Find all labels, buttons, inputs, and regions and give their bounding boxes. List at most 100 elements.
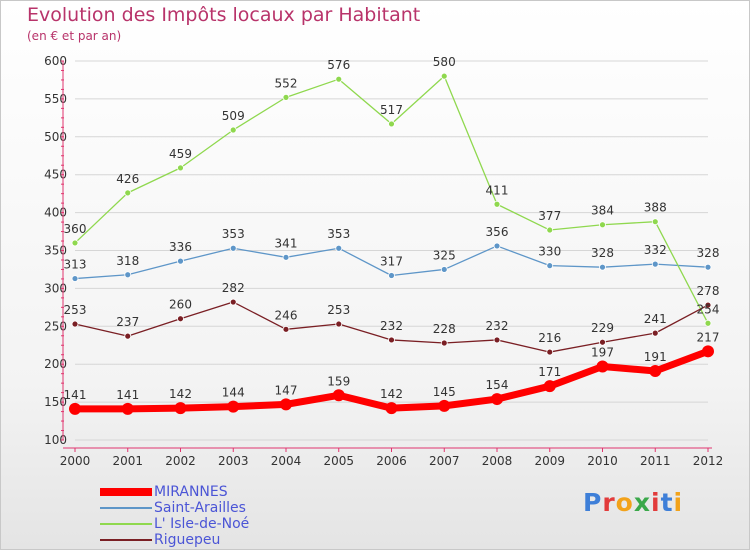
data-label: 328 bbox=[697, 246, 720, 260]
data-point bbox=[599, 221, 606, 229]
data-point bbox=[388, 336, 395, 344]
data-label: 377 bbox=[538, 209, 561, 223]
y-tick-label: 100 bbox=[44, 433, 67, 447]
data-label: 142 bbox=[380, 387, 403, 401]
data-label: 237 bbox=[116, 315, 139, 329]
data-point bbox=[491, 393, 503, 406]
data-point bbox=[177, 164, 184, 172]
data-point bbox=[174, 402, 187, 415]
logo-letter: i bbox=[651, 488, 661, 517]
data-label: 145 bbox=[433, 385, 456, 399]
data-point bbox=[229, 244, 237, 252]
data-point bbox=[651, 218, 659, 226]
data-point bbox=[599, 263, 606, 271]
data-point bbox=[282, 325, 290, 333]
data-point bbox=[282, 253, 290, 261]
data-label: 459 bbox=[169, 147, 192, 161]
data-label: 330 bbox=[538, 245, 561, 259]
data-point bbox=[493, 336, 501, 344]
data-label: 384 bbox=[591, 204, 614, 218]
y-tick-label: 600 bbox=[44, 54, 67, 68]
data-point bbox=[599, 338, 606, 346]
data-label: 141 bbox=[116, 388, 139, 402]
data-label: 411 bbox=[486, 183, 509, 197]
data-point bbox=[332, 389, 345, 402]
legend-label: Riguepeu bbox=[154, 532, 221, 548]
data-label: 228 bbox=[433, 322, 456, 336]
data-label: 154 bbox=[486, 378, 509, 392]
data-point bbox=[704, 301, 712, 309]
data-label: 260 bbox=[169, 298, 192, 312]
data-point bbox=[121, 402, 134, 415]
data-point bbox=[124, 189, 132, 197]
data-label: 232 bbox=[380, 319, 403, 333]
data-label: 576 bbox=[327, 58, 350, 72]
data-point bbox=[177, 315, 184, 323]
data-label: 360 bbox=[64, 222, 87, 236]
data-point bbox=[388, 272, 395, 279]
data-point bbox=[546, 226, 554, 234]
data-point bbox=[280, 398, 292, 411]
data-label: 197 bbox=[591, 345, 614, 359]
x-tick-label: 2000 bbox=[60, 454, 91, 468]
data-label: 147 bbox=[275, 383, 298, 397]
data-point bbox=[385, 402, 398, 415]
data-point bbox=[282, 93, 290, 101]
data-point bbox=[71, 320, 79, 328]
proxiti-logo: Proxiti bbox=[583, 488, 683, 517]
x-tick-label: 2005 bbox=[323, 454, 354, 468]
data-label: 313 bbox=[64, 258, 87, 272]
data-label: 426 bbox=[116, 172, 139, 186]
data-label: 353 bbox=[327, 227, 350, 241]
y-tick-label: 500 bbox=[44, 130, 67, 144]
data-point bbox=[69, 402, 81, 415]
data-point bbox=[546, 262, 554, 270]
x-tick-label: 2001 bbox=[112, 454, 143, 468]
logo-letter: P bbox=[583, 488, 603, 517]
data-label: 229 bbox=[591, 321, 614, 335]
x-tick-label: 2011 bbox=[640, 454, 671, 468]
logo-letter: t bbox=[660, 488, 674, 517]
data-label: 159 bbox=[327, 374, 350, 388]
data-label: 356 bbox=[486, 225, 509, 239]
data-point bbox=[702, 345, 714, 358]
data-label: 144 bbox=[222, 386, 245, 400]
data-point bbox=[438, 399, 451, 412]
data-label: 241 bbox=[644, 312, 667, 326]
y-tick-label: 250 bbox=[44, 319, 67, 333]
data-point bbox=[229, 298, 237, 306]
data-point bbox=[440, 339, 448, 347]
legend-label: MIRANNES bbox=[154, 484, 228, 500]
data-label: 217 bbox=[697, 330, 720, 344]
logo-letter: x bbox=[633, 488, 651, 517]
data-point bbox=[543, 380, 556, 393]
x-tick-label: 2009 bbox=[534, 454, 565, 468]
y-tick-label: 400 bbox=[44, 206, 67, 220]
data-label: 552 bbox=[275, 76, 298, 90]
data-label: 253 bbox=[327, 303, 350, 317]
legend-label: L' Isle-de-Noé bbox=[154, 516, 250, 532]
x-tick-label: 2012 bbox=[693, 454, 724, 468]
legend-swatch bbox=[100, 507, 152, 509]
chart-title: Evolution des Impôts locaux par Habitant bbox=[27, 4, 421, 26]
data-point bbox=[335, 75, 343, 83]
data-point bbox=[493, 242, 501, 250]
data-label: 388 bbox=[644, 201, 667, 215]
x-tick-label: 2002 bbox=[165, 454, 196, 468]
legend-label: Saint-Arailles bbox=[154, 500, 246, 516]
data-label: 278 bbox=[697, 284, 720, 298]
data-point bbox=[335, 320, 343, 328]
data-point bbox=[229, 126, 237, 134]
data-label: 318 bbox=[116, 254, 139, 268]
data-label: 332 bbox=[644, 243, 667, 257]
data-point bbox=[704, 263, 712, 271]
data-label: 246 bbox=[275, 308, 298, 322]
data-point bbox=[177, 257, 184, 265]
logo-letter: r bbox=[602, 488, 616, 517]
legend-swatch bbox=[100, 488, 152, 496]
data-label: 317 bbox=[380, 255, 403, 269]
data-point bbox=[124, 332, 132, 340]
data-label: 336 bbox=[169, 240, 192, 254]
x-tick-label: 2010 bbox=[587, 454, 618, 468]
data-label: 328 bbox=[591, 246, 614, 260]
